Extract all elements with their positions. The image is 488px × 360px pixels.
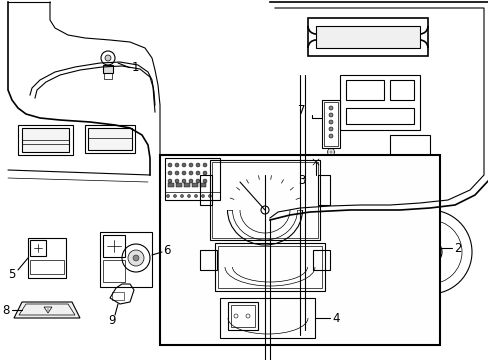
Circle shape (128, 250, 143, 266)
Bar (164, 158, 220, 200)
Circle shape (196, 171, 200, 175)
Bar (315, 26, 419, 48)
Circle shape (168, 179, 172, 183)
Circle shape (173, 194, 176, 198)
Bar (28, 238, 66, 278)
Circle shape (328, 113, 332, 117)
Text: 8: 8 (2, 303, 9, 316)
Circle shape (182, 171, 185, 175)
Bar (312, 250, 329, 270)
Text: 9: 9 (108, 314, 116, 327)
Bar (200, 183, 205, 187)
Circle shape (328, 127, 332, 131)
Bar (230, 305, 254, 327)
Bar (200, 175, 212, 205)
Bar (160, 155, 439, 345)
Circle shape (175, 163, 179, 167)
Bar (389, 135, 429, 170)
Bar (339, 75, 419, 130)
Bar (192, 183, 198, 187)
Bar (103, 260, 125, 282)
Circle shape (168, 171, 172, 175)
Circle shape (196, 163, 200, 167)
Bar (30, 240, 46, 256)
Bar (324, 102, 337, 146)
Circle shape (203, 163, 206, 167)
Bar (104, 73, 112, 79)
Circle shape (208, 194, 211, 198)
Bar (183, 183, 190, 187)
Circle shape (189, 171, 193, 175)
Circle shape (187, 194, 190, 198)
Bar (389, 80, 413, 100)
Text: 6: 6 (163, 243, 170, 257)
Bar (18, 125, 73, 155)
Circle shape (168, 163, 172, 167)
Circle shape (203, 179, 206, 183)
Bar (346, 108, 413, 124)
Bar (209, 160, 319, 240)
Bar (346, 80, 383, 100)
Bar (168, 183, 174, 187)
Circle shape (175, 179, 179, 183)
Circle shape (328, 106, 332, 110)
Circle shape (180, 194, 183, 198)
Bar (30, 260, 64, 274)
Text: 2: 2 (453, 242, 461, 255)
Bar (220, 298, 314, 338)
Text: 4: 4 (331, 311, 339, 324)
Circle shape (203, 171, 206, 175)
Bar (103, 65, 113, 73)
Circle shape (328, 120, 332, 124)
Bar (100, 232, 152, 287)
Circle shape (182, 163, 185, 167)
Bar (112, 292, 124, 300)
Circle shape (196, 179, 200, 183)
Bar (85, 125, 135, 153)
Polygon shape (14, 302, 80, 318)
Circle shape (166, 194, 169, 198)
Circle shape (261, 206, 268, 214)
Bar (321, 100, 339, 148)
Circle shape (133, 255, 139, 261)
Bar (227, 302, 258, 330)
Bar (317, 175, 329, 205)
Circle shape (182, 179, 185, 183)
Circle shape (328, 134, 332, 138)
Circle shape (201, 194, 204, 198)
Circle shape (175, 171, 179, 175)
Bar (176, 183, 182, 187)
Bar (212, 162, 317, 238)
Bar (215, 243, 325, 291)
Bar (88, 128, 132, 150)
Text: 1: 1 (132, 60, 139, 73)
Text: 5: 5 (8, 267, 15, 280)
Text: 7: 7 (297, 104, 305, 117)
Bar (200, 250, 217, 270)
Circle shape (105, 55, 111, 61)
Text: 3: 3 (298, 174, 305, 186)
Bar (103, 235, 125, 257)
Bar (22, 128, 69, 152)
Circle shape (189, 179, 193, 183)
Circle shape (189, 163, 193, 167)
Bar (307, 18, 427, 56)
Circle shape (417, 240, 441, 264)
Bar (218, 246, 321, 288)
Circle shape (194, 194, 197, 198)
